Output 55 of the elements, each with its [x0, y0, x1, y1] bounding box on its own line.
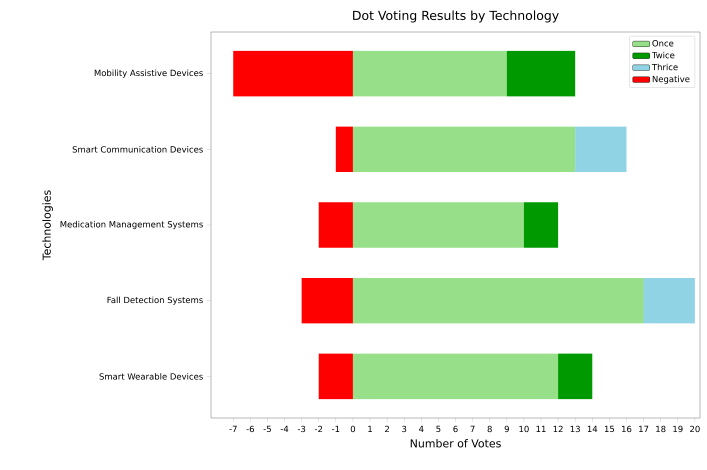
x-tick-label: -6 [246, 426, 254, 432]
y-tick-label: Smart Communication Devices [72, 146, 203, 153]
x-tick-label: -7 [229, 426, 237, 432]
x-tick-label: -4 [280, 426, 288, 432]
x-tick-label: -5 [264, 426, 271, 432]
x-tick-label: -1 [332, 426, 340, 432]
y-tick-label: Medication Management Systems [60, 220, 203, 230]
chart-title: Dot Voting Results by Technology [353, 10, 559, 23]
y-tick-label: Smart Wearable Devices [100, 373, 203, 380]
x-tick-label: 6 [453, 426, 458, 432]
x-tick-label: 5 [436, 426, 440, 432]
x-tick-label: 12 [554, 426, 563, 432]
bar [352, 354, 558, 400]
bar [352, 202, 524, 248]
x-tick-label: 14 [588, 426, 598, 432]
legend-label: Thrice [652, 64, 678, 70]
bar [352, 126, 576, 172]
x-tick-label: 18 [656, 426, 666, 432]
bar [558, 354, 592, 400]
x-axis-title: Number of Votes [410, 439, 501, 448]
y-axis-title: Technologies [42, 190, 53, 260]
x-tick-label: 10 [519, 426, 529, 432]
x-tick-label: 8 [488, 426, 492, 432]
x-tick-label: 11 [536, 426, 546, 432]
legend-label: Once [652, 40, 674, 46]
x-tick-label: -3 [298, 426, 306, 432]
x-tick-label: 1 [368, 426, 372, 432]
bar [302, 278, 353, 324]
x-tick-label: 19 [673, 426, 683, 432]
bar [575, 126, 626, 172]
bar [352, 278, 644, 324]
legend-label: Twice [652, 52, 674, 58]
x-tick-label: 9 [504, 426, 509, 432]
x-tick-label: 16 [622, 426, 632, 432]
x-tick-label: 7 [470, 426, 475, 432]
bar [524, 202, 558, 248]
x-tick-label: 13 [570, 426, 580, 432]
x-tick-label: -2 [314, 426, 322, 432]
bar [233, 50, 353, 96]
x-tick-label: 15 [604, 426, 614, 432]
y-tick-label: Fall Detection Systems [108, 296, 203, 305]
x-tick-label: 2 [385, 426, 389, 432]
y-tick-label: Mobility Assistive Devices [94, 70, 203, 78]
bar [318, 202, 353, 248]
bar [644, 278, 695, 324]
legend-label: Negative [652, 76, 690, 84]
bar [352, 50, 507, 96]
x-tick-label: 3 [402, 426, 406, 432]
bar [336, 126, 353, 172]
bar [318, 354, 353, 400]
x-tick-label: 17 [639, 426, 648, 432]
x-tick-label: 20 [690, 426, 700, 432]
bar [506, 50, 576, 96]
x-tick-label: 0 [350, 426, 356, 432]
x-tick-label: 4 [419, 426, 424, 432]
